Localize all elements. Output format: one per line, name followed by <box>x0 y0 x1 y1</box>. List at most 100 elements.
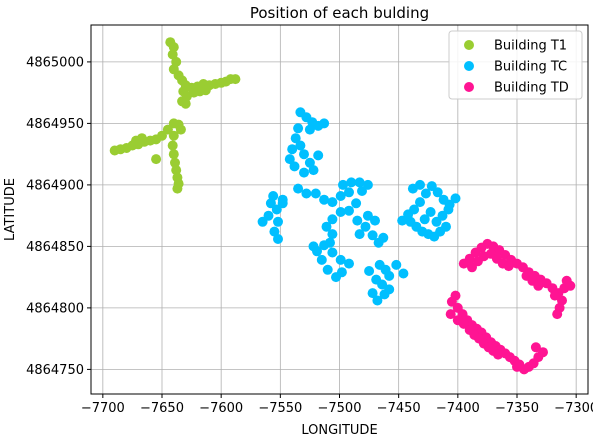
data-point <box>352 215 363 226</box>
data-point <box>360 221 371 232</box>
data-point <box>277 194 288 205</box>
legend-marker <box>464 61 474 71</box>
data-point <box>512 361 522 372</box>
data-point <box>371 274 382 285</box>
x-tick-label: −7350 <box>495 401 539 416</box>
data-point <box>327 214 338 225</box>
data-point <box>354 177 365 188</box>
data-point <box>431 216 442 227</box>
data-point <box>131 135 141 146</box>
legend-label: Building TD <box>494 81 569 96</box>
data-point <box>299 167 309 178</box>
data-point <box>316 254 327 265</box>
data-point <box>289 161 300 172</box>
series-building-td <box>445 238 576 375</box>
x-tick-label: −7450 <box>377 401 421 416</box>
data-point <box>168 130 179 141</box>
data-point <box>273 234 283 244</box>
data-point <box>301 188 312 199</box>
data-point <box>257 216 268 227</box>
data-point <box>420 188 431 199</box>
x-tick-label: −7500 <box>318 401 362 416</box>
y-tick-label: 4865000 <box>26 55 84 70</box>
data-point <box>313 150 324 161</box>
y-tick-label: 4864900 <box>26 178 84 193</box>
data-point <box>299 149 309 160</box>
data-point <box>362 210 373 221</box>
data-point <box>171 165 182 176</box>
data-point <box>327 229 338 240</box>
data-point <box>175 124 186 135</box>
data-point <box>269 226 280 237</box>
data-point <box>151 154 162 165</box>
data-point <box>450 193 461 204</box>
data-point <box>188 87 199 98</box>
data-point <box>322 264 333 275</box>
x-tick-label: −7600 <box>199 401 243 416</box>
data-point <box>295 140 306 151</box>
data-point <box>552 309 563 320</box>
data-point <box>391 259 402 270</box>
data-point <box>180 98 191 109</box>
data-point <box>409 204 420 215</box>
data-point <box>503 261 514 272</box>
legend-box <box>448 30 583 100</box>
data-point <box>308 241 319 252</box>
data-point <box>319 194 330 205</box>
y-tick-label: 4864850 <box>26 240 84 255</box>
data-point <box>407 183 418 194</box>
series-building-t1 <box>109 37 241 194</box>
legend-label: Building T1 <box>494 39 567 54</box>
data-point <box>167 49 178 60</box>
data-point <box>271 204 282 215</box>
data-point <box>443 204 454 215</box>
data-point <box>533 280 544 291</box>
data-point <box>357 186 367 196</box>
data-point <box>268 191 279 201</box>
data-point <box>344 205 354 216</box>
data-point <box>344 187 354 198</box>
data-point <box>538 347 548 358</box>
data-point <box>397 215 408 226</box>
y-tick-label: 4864800 <box>26 301 84 316</box>
x-tick-label: −7300 <box>554 401 593 416</box>
data-point <box>293 183 304 194</box>
data-point <box>338 179 348 190</box>
legend-label: Building TC <box>494 60 567 75</box>
data-point <box>561 275 572 286</box>
data-point <box>437 210 448 221</box>
axis-ticks: −7700 −7650 −7600 −7550 −7500 −7450 −7400 −7350… <box>26 55 593 416</box>
data-point <box>308 165 319 176</box>
data-point <box>290 133 301 144</box>
data-point <box>168 149 179 160</box>
data-point <box>425 207 436 217</box>
data-point <box>372 295 383 306</box>
data-point <box>384 270 395 281</box>
data-point <box>549 290 560 301</box>
data-point <box>493 349 504 360</box>
data-point <box>335 191 346 201</box>
data-point <box>432 187 443 198</box>
data-point <box>167 140 178 151</box>
data-point <box>415 197 425 208</box>
data-point <box>384 284 395 295</box>
data-point <box>172 183 183 194</box>
data-point <box>335 254 346 265</box>
x-tick-label: −7400 <box>436 401 480 416</box>
data-point <box>419 214 430 225</box>
chart-title: Position of each bulding <box>250 4 429 22</box>
data-point <box>304 124 315 135</box>
data-point <box>370 215 380 226</box>
data-point <box>331 272 341 283</box>
data-point <box>364 266 375 276</box>
data-point <box>351 198 362 209</box>
data-point <box>398 268 409 279</box>
data-point <box>293 123 304 134</box>
x-axis-label: LONGITUDE <box>301 423 377 438</box>
data-point <box>287 144 298 155</box>
x-tick-label: −7550 <box>258 401 302 416</box>
y-tick-label: 4864950 <box>26 117 84 132</box>
data-point <box>335 207 346 217</box>
data-point <box>450 290 461 301</box>
data-point <box>109 145 120 156</box>
